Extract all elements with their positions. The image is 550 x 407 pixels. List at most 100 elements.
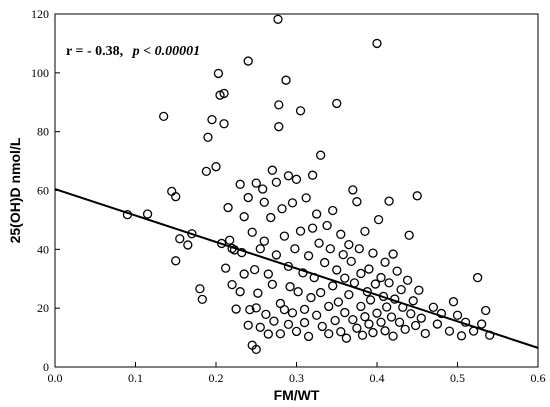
data-point xyxy=(320,257,330,268)
data-point xyxy=(243,320,253,330)
correlation-p: p < 0.00001 xyxy=(132,44,200,59)
markers-layer xyxy=(122,14,495,355)
data-point xyxy=(336,327,346,337)
data-point xyxy=(183,240,193,250)
data-point xyxy=(235,287,245,297)
data-point xyxy=(410,320,421,331)
data-point xyxy=(290,244,300,254)
data-point xyxy=(251,178,261,188)
x-tick-label: 0.1 xyxy=(128,371,143,385)
data-point xyxy=(325,244,335,254)
x-tick-label: 0.3 xyxy=(289,371,304,385)
data-point xyxy=(201,166,211,177)
data-point xyxy=(283,319,294,329)
data-point xyxy=(382,302,392,312)
data-point xyxy=(281,75,291,85)
data-point xyxy=(346,256,356,267)
data-point xyxy=(299,304,310,314)
data-point xyxy=(291,174,302,184)
data-point xyxy=(266,212,276,223)
data-point xyxy=(279,231,290,241)
data-point xyxy=(402,275,413,285)
data-point xyxy=(279,304,290,315)
data-point xyxy=(195,284,205,294)
data-point xyxy=(392,266,402,276)
data-point xyxy=(436,308,447,319)
data-point xyxy=(416,313,426,323)
data-point xyxy=(344,289,354,300)
data-point xyxy=(394,317,405,327)
data-point xyxy=(408,296,418,306)
data-point xyxy=(159,111,169,122)
data-point xyxy=(348,314,358,325)
data-point xyxy=(223,202,233,213)
data-point xyxy=(315,287,326,298)
y-tick-label: 40 xyxy=(37,242,49,256)
data-point xyxy=(171,192,181,202)
data-point xyxy=(255,244,265,254)
data-point xyxy=(303,251,314,261)
data-point xyxy=(388,331,398,341)
y-tick-label: 100 xyxy=(31,66,49,80)
data-point xyxy=(307,170,318,180)
data-point xyxy=(444,326,455,336)
data-point xyxy=(295,106,306,116)
data-point xyxy=(253,288,263,298)
data-point xyxy=(376,317,386,327)
data-point xyxy=(368,248,378,258)
data-point xyxy=(207,114,217,125)
data-point xyxy=(277,204,287,214)
data-point xyxy=(330,315,340,326)
data-point xyxy=(306,292,316,303)
data-point xyxy=(219,119,229,129)
data-point xyxy=(203,132,213,142)
data-point xyxy=(261,309,271,319)
y-axis-title: 25(OH)D nmol/L xyxy=(7,137,23,243)
data-point xyxy=(372,38,382,49)
data-point xyxy=(456,331,467,341)
data-point xyxy=(356,301,366,312)
data-point xyxy=(406,309,416,319)
data-point xyxy=(368,327,378,338)
data-point xyxy=(283,171,294,181)
data-point xyxy=(259,236,269,246)
data-point xyxy=(317,321,327,332)
data-point xyxy=(287,308,298,318)
data-point xyxy=(311,310,322,320)
data-point xyxy=(370,279,381,289)
data-point xyxy=(287,198,298,208)
data-point xyxy=(362,287,372,297)
data-point xyxy=(275,329,286,339)
x-tick-label: 0.0 xyxy=(48,371,63,385)
data-point xyxy=(476,319,487,329)
data-point xyxy=(356,268,366,279)
data-point xyxy=(175,234,185,244)
x-tick-label: 0.4 xyxy=(370,371,385,385)
data-point xyxy=(231,304,241,314)
y-tick-label: 0 xyxy=(43,360,49,374)
data-point xyxy=(396,284,406,295)
data-point xyxy=(197,294,207,304)
data-point xyxy=(400,324,410,334)
data-point xyxy=(311,209,322,219)
data-point xyxy=(322,220,332,231)
data-point xyxy=(373,214,384,225)
data-point xyxy=(384,196,394,206)
data-point xyxy=(167,186,177,197)
data-point xyxy=(249,264,260,275)
x-tick-label: 0.5 xyxy=(450,371,465,385)
data-point xyxy=(384,278,394,288)
y-tick-label: 120 xyxy=(31,7,49,21)
data-point xyxy=(340,273,350,283)
regression-line xyxy=(54,188,539,349)
data-point xyxy=(245,304,255,315)
data-point xyxy=(328,281,338,291)
data-point xyxy=(263,269,273,279)
x-tick-label: 0.6 xyxy=(531,371,546,385)
data-point xyxy=(269,316,279,326)
data-point xyxy=(307,223,318,233)
data-point xyxy=(293,287,303,297)
data-point xyxy=(376,272,386,283)
data-point xyxy=(247,227,257,237)
